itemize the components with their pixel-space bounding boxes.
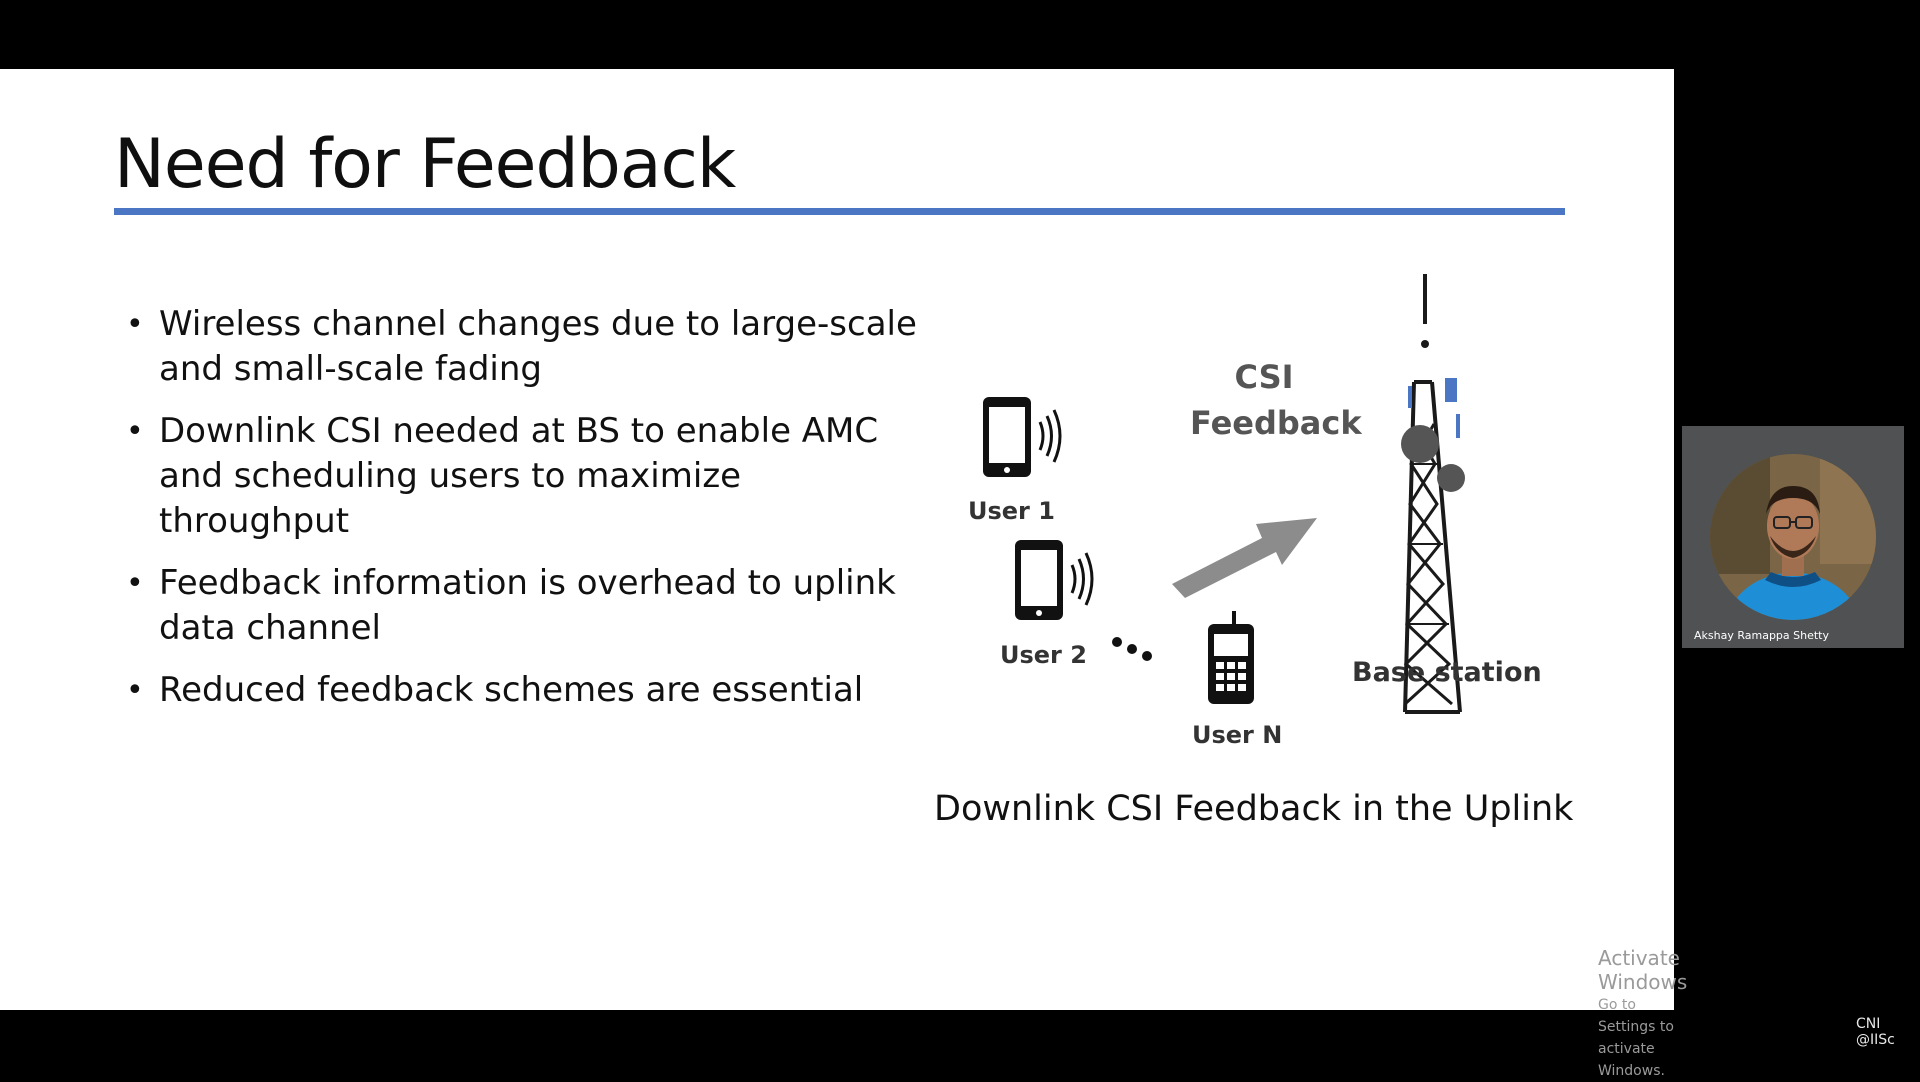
antenna-icon (1401, 340, 1465, 492)
bullet-item: • Wireless channel changes due to large-… (126, 302, 926, 392)
webcam-tile[interactable]: Akshay Ramappa Shetty (1682, 426, 1904, 648)
bullet-marker: • (126, 566, 144, 601)
bullet-text: Downlink CSI needed at BS to enable AMC … (159, 411, 879, 541)
smartphone-icon (1015, 540, 1094, 620)
watermark-line2: Go to Settings to activate Windows. (1598, 997, 1674, 1079)
bullet-item: • Reduced feedback schemes are essential (126, 668, 926, 713)
bullet-text: Feedback information is overhead to upli… (159, 563, 896, 648)
feedback-arrow-icon (1172, 518, 1317, 598)
slide-title: Need for Feedback (114, 125, 736, 204)
base-station-tower-icon (1403, 274, 1462, 714)
diagram-caption: Downlink CSI Feedback in the Uplink (934, 789, 1574, 829)
channel-tag-line1: CNI (1856, 1016, 1881, 1032)
bullet-text: Reduced feedback schemes are essential (159, 670, 864, 710)
user-1-label: User 1 (968, 497, 1055, 525)
title-underline (114, 208, 1565, 215)
base-station-label: Base station (1352, 657, 1542, 688)
csi-label-line2: Feedback (1190, 404, 1362, 442)
user-n-label: User N (1192, 721, 1283, 749)
user-2-label: User 2 (1000, 641, 1087, 669)
csi-feedback-diagram (983, 274, 1465, 714)
bullet-marker: • (126, 673, 144, 708)
feature-phone-icon (1208, 611, 1254, 704)
channel-tag-line2: @IISc (1856, 1032, 1895, 1048)
smartphone-icon (983, 397, 1062, 477)
activate-windows-watermark: Activate Windows Go to Settings to activ… (1598, 946, 1687, 1082)
presentation-slide: Need for Feedback • Wireless channel cha… (0, 69, 1687, 1079)
presenter-name: Akshay Ramappa Shetty (1694, 629, 1830, 642)
ellipsis-dots (1112, 637, 1152, 661)
presenter-video-image (1710, 454, 1876, 620)
bullet-marker: • (126, 307, 144, 342)
csi-label-line1: CSI (1234, 358, 1294, 396)
bullet-item: • Feedback information is overhead to up… (126, 561, 926, 651)
csi-feedback-label: CSI Feedback (1190, 354, 1362, 446)
channel-tag: CNI @IISc (1856, 1016, 1895, 1048)
presenter-avatar (1710, 454, 1876, 620)
bullet-text: Wireless channel changes due to large-sc… (159, 304, 917, 389)
bullet-item: • Downlink CSI needed at BS to enable AM… (126, 409, 926, 544)
bullet-marker: • (126, 414, 144, 449)
watermark-line1: Activate Windows (1598, 946, 1688, 994)
bullet-list: • Wireless channel changes due to large-… (126, 302, 926, 730)
